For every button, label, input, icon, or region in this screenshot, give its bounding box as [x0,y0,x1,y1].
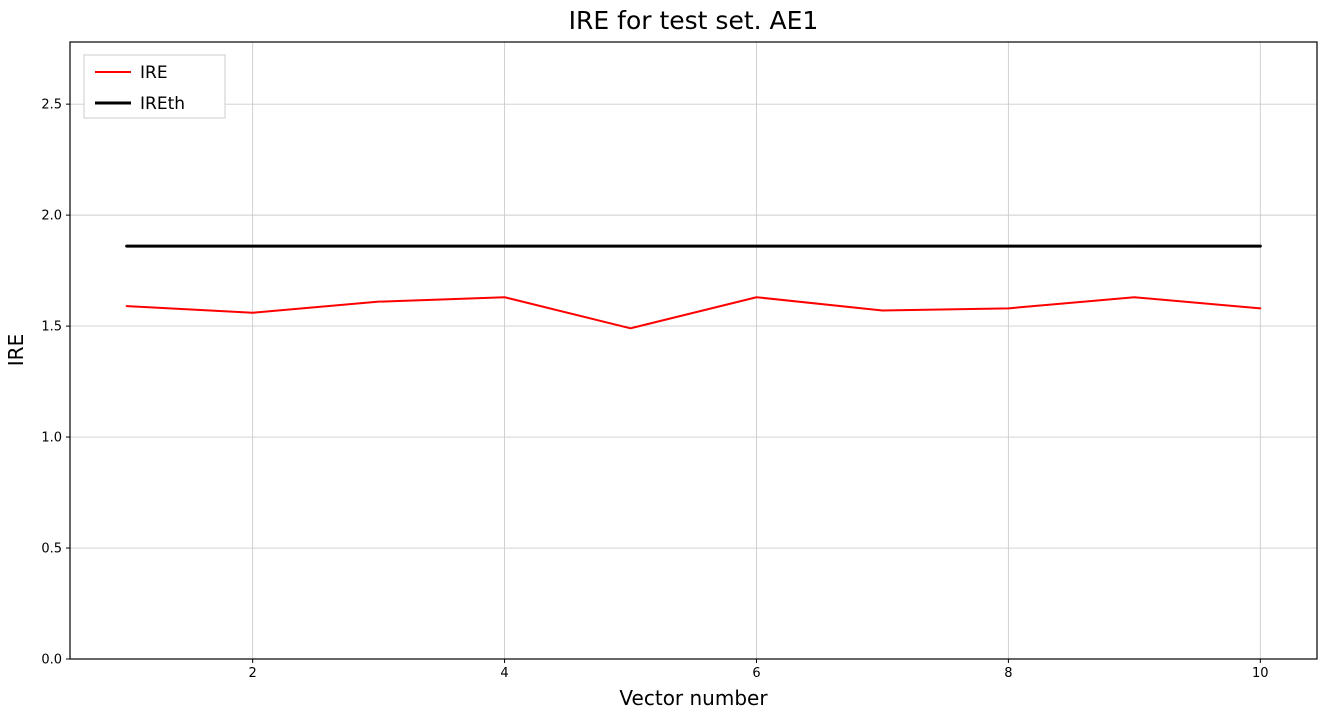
y-tick-label: 0.5 [41,542,62,557]
x-tick-label: 10 [1252,666,1269,681]
plot-border [69,41,1318,660]
y-tick-label: 2.5 [41,98,62,113]
y-tick-label: 1.0 [41,431,62,446]
legend-box [83,54,226,119]
x-tick-label: 6 [752,666,760,681]
y-tick-label: 0.0 [41,653,62,668]
x-tick-label: 2 [249,666,257,681]
x-tick-label: 4 [500,666,508,681]
y-tick-label: 1.5 [41,320,62,335]
plot-background [70,42,1317,659]
x-tick-label: 8 [1004,666,1012,681]
legend-label-ireth: IREth [140,94,185,114]
chart-title: IRE for test set. AE1 [568,6,819,35]
legend-label-ire: IRE [140,63,168,83]
y-tick-label: 2.0 [41,209,62,224]
series-line-ire [125,296,1262,330]
x-axis-label: Vector number [619,686,768,710]
